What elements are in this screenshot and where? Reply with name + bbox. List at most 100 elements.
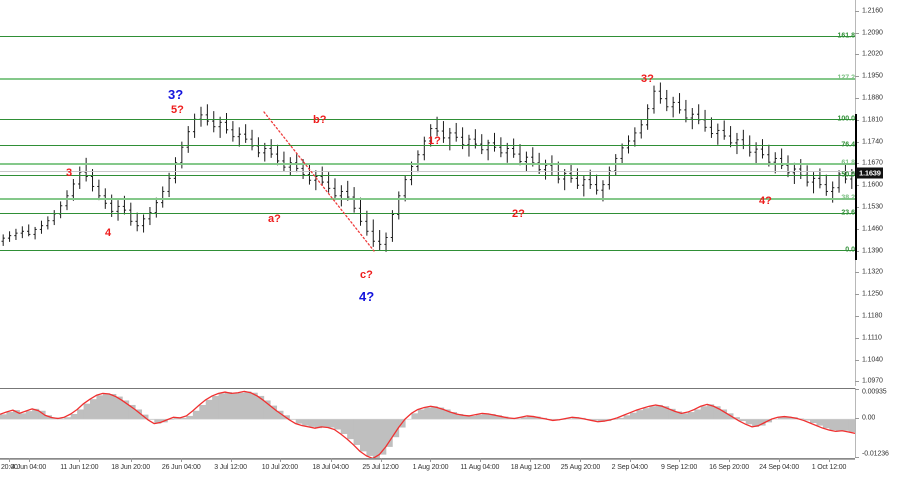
time-tick [9,458,11,462]
time-tick-label: 1 Oct 12:00 [811,464,847,471]
time-axis[interactable]: 20:00 4 Jun 04:00 11 Jun 12:00 18 Jun 20:00… [0,458,855,485]
wave-label-cq: c? [360,269,373,281]
time-tick [479,458,481,462]
indicator-axis-spine [855,388,856,458]
wave-label-4q: 4? [759,195,772,207]
price-tick [855,76,859,78]
indicator-tick [855,389,859,390]
price-tick-label: 1.1250 [862,290,883,298]
time-tick-label: 18 Aug 12:00 [510,464,551,471]
price-tick-label: 1.1810 [862,116,883,124]
price-tick-label: 1.1110 [862,334,882,342]
price-tick [855,359,859,361]
time-tick [829,458,830,462]
price-axis[interactable]: 1.2160 1.2090 1.2020 1.1950 1.1880 1.1810 1.17… [855,0,900,386]
price-tick-label: 1.1320 [862,268,883,276]
price-tick [855,294,859,296]
time-tick [181,458,183,462]
price-tick-label: 1.1950 [862,72,883,80]
time-tick [530,458,532,462]
time-tick-label: 16 Sep 20:00 [709,464,749,471]
time-tick-label: 25 Aug 20:00 [560,464,601,471]
fib-label-161-8: 161.8 [837,32,855,40]
price-chart-pane[interactable]: 3 4 3? 5? b? a? c? 4? 1? 2? 3? 4? [0,0,855,386]
wave-label-bq: b? [313,114,327,126]
time-tick [130,458,132,462]
indicator-tick [855,457,859,458]
price-tick-label: 1.2160 [862,7,883,15]
time-tick-label: 9 Sep 12:00 [660,464,698,471]
fib-label-61-8: 61.8 [841,159,855,167]
price-tick [855,98,859,100]
price-axis-active-range [855,113,857,260]
time-tick-label: 1 Aug 20:00 [412,464,449,471]
indicator-tick-label: 0.00 [862,414,876,422]
fib-line-61-8 [0,162,855,165]
price-tick [855,337,859,339]
wave-label-3q: 3? [168,87,184,102]
time-tick-label: 11 Aug 04:00 [460,464,500,471]
fib-label-100-0: 100.0 [837,115,855,123]
price-tick-label: 1.1530 [862,203,883,211]
fib-label-76-4: 76.4 [841,141,855,149]
time-tick [28,458,30,462]
wave-label-3: 3 [66,167,73,179]
indicator-pane[interactable] [0,388,855,460]
wave-label-aq: a? [268,213,281,225]
price-tick [855,163,859,165]
price-tick [855,119,859,121]
fib-line-0-0 [0,249,855,251]
time-tick [330,458,332,462]
fib-label-38-2: 38.2 [841,194,855,202]
price-tick [855,207,859,208]
time-tick-label: 24 Sep 04:00 [759,464,799,471]
time-tick-label: 3 Jul 12:00 [214,464,247,471]
price-tick-label: 1.1670 [862,159,883,167]
indicator-axis[interactable]: 0.00935 0.00 -0.01236 [855,388,900,458]
wave-label-2q: 2? [512,208,525,220]
current-price-tag: 1.1639 [856,167,883,179]
fib-line-23-6 [0,212,855,214]
fib-label-127-2: 127.2 [837,74,855,82]
fib-line-127-2 [0,77,855,80]
time-tick-label: 4 Jun 04:00 [11,464,47,471]
time-axis-line [0,458,855,459]
time-tick [629,458,631,462]
time-tick-label: 18 Jun 20:00 [111,464,150,471]
price-tick-label: 1.1390 [862,247,883,255]
fib-line-76-4 [0,144,855,146]
time-tick [729,458,731,462]
time-tick-label: 26 Jun 04:00 [161,464,201,471]
time-tick [580,458,582,462]
time-tick [779,458,781,462]
time-tick [230,458,232,462]
trendline-overlay [263,111,375,252]
price-tick-label: 1.1600 [862,181,883,189]
time-tick-label: 18 Jul 04:00 [312,464,349,471]
indicator-tick [855,418,859,420]
price-tick [855,141,859,143]
fib-line-161-8 [0,35,855,37]
fib-label-50-0: 50.0 [841,171,855,179]
time-tick-label: 11 Jun 12:00 [60,464,99,471]
wave-label-4: 4 [105,227,112,239]
time-tick-label: 10 Jul 20:00 [261,464,299,471]
price-tick-label: 1.2090 [862,29,883,37]
time-tick [279,458,281,462]
price-tick [855,250,859,252]
price-tick-label: 1.1740 [862,138,883,146]
time-tick [380,458,382,462]
price-tick [855,315,859,317]
wave-label-5q: 5? [171,104,184,116]
fib-line-50-0 [0,174,855,176]
time-tick [430,458,432,462]
wave-label-1q: 1? [428,135,441,147]
wave-label-4q: 4? [359,289,375,304]
time-tick-label: 20:00 [0,464,18,471]
time-tick-label: 25 Jul 12:00 [362,464,399,471]
price-tick [855,185,859,187]
price-tick-label: 1.1880 [862,94,883,102]
price-tick [855,32,859,34]
wave-label-3q: 3? [641,73,654,85]
